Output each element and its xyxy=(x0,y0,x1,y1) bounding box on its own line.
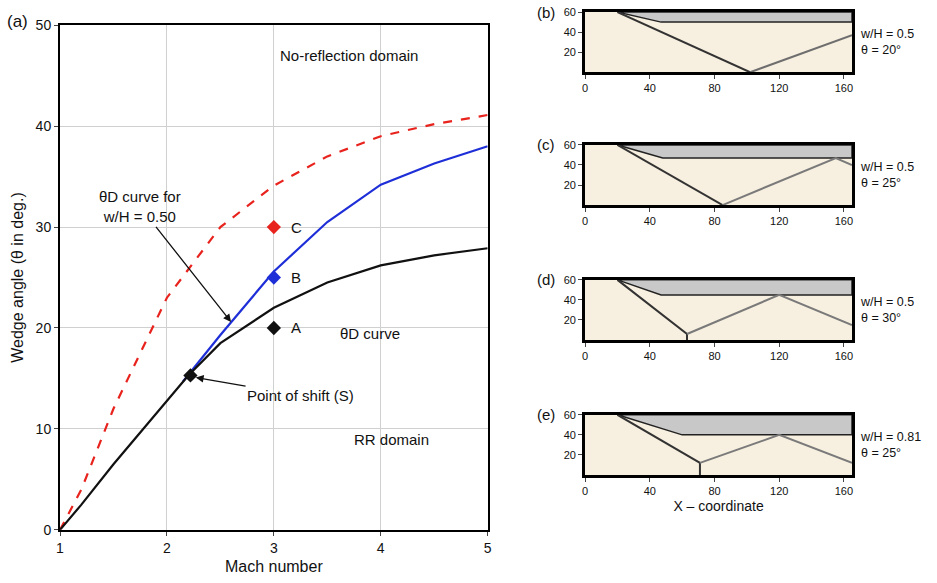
svg-text:C: C xyxy=(291,219,302,236)
svg-text:80: 80 xyxy=(708,350,720,362)
svg-text:0: 0 xyxy=(582,485,588,497)
svg-text:0: 0 xyxy=(582,350,588,362)
svg-text:40: 40 xyxy=(564,429,576,441)
svg-text:80: 80 xyxy=(708,485,720,497)
svg-text:40: 40 xyxy=(644,350,656,362)
svg-text:RR domain: RR domain xyxy=(354,431,429,448)
svg-text:X – coordinate: X – coordinate xyxy=(673,498,763,514)
svg-text:w/H = 0.81θ = 25°: w/H = 0.81θ = 25° xyxy=(860,430,921,460)
svg-text:10: 10 xyxy=(36,421,52,437)
svg-text:40: 40 xyxy=(564,26,576,38)
svg-text:(d): (d) xyxy=(537,271,555,288)
svg-text:40: 40 xyxy=(644,82,656,94)
svg-text:(a): (a) xyxy=(7,12,28,31)
svg-text:40: 40 xyxy=(644,485,656,497)
svg-text:0: 0 xyxy=(43,522,51,538)
svg-text:120: 120 xyxy=(770,215,788,227)
svg-text:Wedge angle (θ in deg.): Wedge angle (θ in deg.) xyxy=(9,192,26,362)
svg-text:A: A xyxy=(291,319,301,336)
svg-text:160: 160 xyxy=(835,215,853,227)
svg-text:160: 160 xyxy=(835,350,853,362)
svg-text:(e): (e) xyxy=(537,406,555,423)
svg-text:(b): (b) xyxy=(537,4,555,21)
svg-text:Mach number: Mach number xyxy=(225,558,323,575)
svg-text:(c): (c) xyxy=(537,136,555,153)
svg-text:4: 4 xyxy=(377,540,385,556)
svg-text:3: 3 xyxy=(270,540,278,556)
svg-text:60: 60 xyxy=(564,139,576,151)
svg-text:40: 40 xyxy=(644,215,656,227)
svg-text:20: 20 xyxy=(564,314,576,326)
svg-text:40: 40 xyxy=(564,294,576,306)
svg-text:40: 40 xyxy=(36,118,52,134)
svg-text:50: 50 xyxy=(36,17,52,33)
svg-text:1: 1 xyxy=(56,540,64,556)
svg-text:120: 120 xyxy=(770,82,788,94)
svg-text:20: 20 xyxy=(564,449,576,461)
svg-text:5: 5 xyxy=(484,540,492,556)
svg-text:80: 80 xyxy=(708,82,720,94)
svg-text:60: 60 xyxy=(564,409,576,421)
svg-text:No-reflection domain: No-reflection domain xyxy=(280,47,418,64)
svg-text:160: 160 xyxy=(835,82,853,94)
svg-text:B: B xyxy=(291,269,301,286)
svg-text:30: 30 xyxy=(36,219,52,235)
svg-text:w/H = 0.5θ = 20°: w/H = 0.5θ = 20° xyxy=(860,27,914,57)
svg-text:2: 2 xyxy=(163,540,171,556)
svg-text:Point of shift (S): Point of shift (S) xyxy=(247,387,354,404)
svg-text:θD curve forw/H = 0.50: θD curve forw/H = 0.50 xyxy=(99,188,181,225)
svg-text:80: 80 xyxy=(708,215,720,227)
svg-text:20: 20 xyxy=(564,179,576,191)
svg-text:w/H = 0.5θ = 30°: w/H = 0.5θ = 30° xyxy=(860,295,914,325)
svg-text:θD curve: θD curve xyxy=(340,325,400,342)
svg-text:20: 20 xyxy=(36,320,52,336)
svg-text:120: 120 xyxy=(770,485,788,497)
svg-text:60: 60 xyxy=(564,274,576,286)
svg-text:20: 20 xyxy=(564,46,576,58)
svg-text:40: 40 xyxy=(564,159,576,171)
svg-text:0: 0 xyxy=(582,215,588,227)
svg-text:160: 160 xyxy=(835,485,853,497)
svg-text:w/H = 0.5θ = 25°: w/H = 0.5θ = 25° xyxy=(860,160,914,190)
svg-text:60: 60 xyxy=(564,6,576,18)
svg-text:120: 120 xyxy=(770,350,788,362)
svg-text:0: 0 xyxy=(582,82,588,94)
